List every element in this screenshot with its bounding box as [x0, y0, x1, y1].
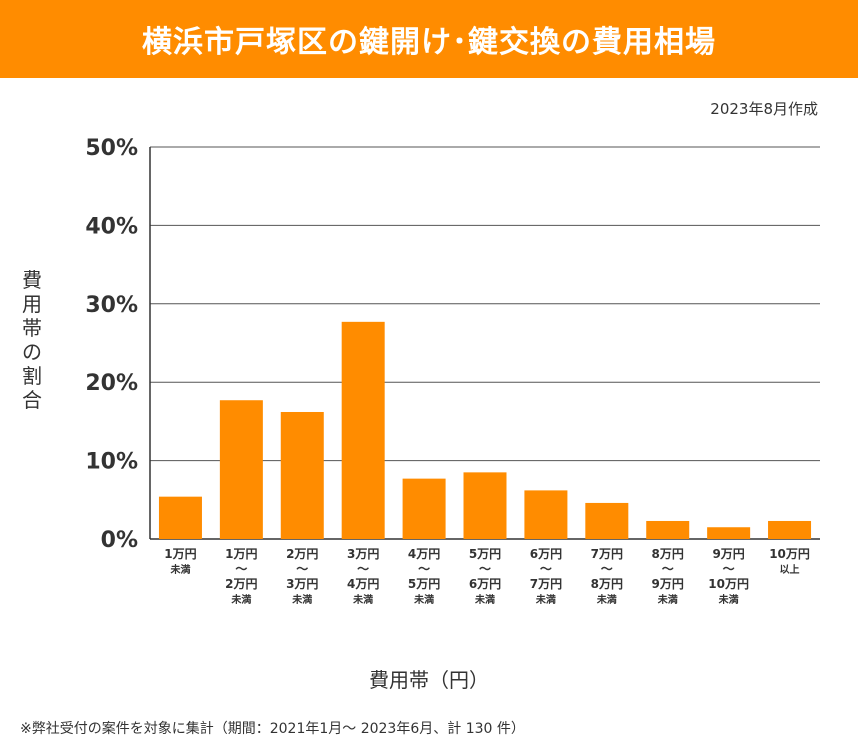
bar	[158, 496, 202, 539]
y-tick-label: 50%	[85, 136, 138, 161]
bar	[585, 502, 629, 539]
x-tick-label: 未満	[413, 593, 434, 606]
y-tick-label: 10%	[85, 450, 138, 475]
y-axis-label: 費用帯の割合	[22, 268, 42, 412]
bar	[524, 490, 568, 539]
x-tick-label: 9万円	[712, 547, 744, 561]
y-tick-label: 40%	[85, 214, 138, 239]
y-tick-label: 20%	[85, 371, 138, 396]
x-tick-label: 3万円	[347, 547, 379, 561]
x-tick-label: 7万円	[591, 547, 623, 561]
y-tick-label: 0%	[101, 528, 138, 553]
x-tick-label: 未満	[718, 593, 739, 606]
x-tick-label: 6万円	[469, 577, 501, 591]
bar	[463, 472, 507, 539]
x-tick-label: 未満	[474, 593, 495, 606]
bar	[402, 478, 446, 539]
x-tick-label: 未満	[169, 563, 190, 576]
x-tick-label: 8万円	[652, 547, 684, 561]
bar	[219, 400, 263, 539]
x-tick-label: 6万円	[530, 547, 562, 561]
bar	[341, 321, 385, 539]
x-tick-label: 1万円	[225, 547, 257, 561]
x-tick-label: ～	[662, 562, 674, 576]
x-tick-label: 10万円	[708, 577, 749, 591]
chart-title: 横浜市戸塚区の鍵開け･鍵交換の費用相場	[0, 0, 858, 78]
x-tick-label: 以上	[780, 563, 800, 576]
x-tick-label: 未満	[535, 593, 556, 606]
x-axis-label: 費用帯（円）	[369, 668, 489, 692]
x-tick-label: ～	[357, 562, 369, 576]
y-tick-label: 30%	[85, 293, 138, 318]
creation-date: 2023年8月作成	[710, 100, 818, 118]
x-tick-label: ～	[540, 562, 552, 576]
x-tick-label: 5万円	[469, 547, 501, 561]
x-tick-label: 未満	[657, 593, 678, 606]
x-tick-label: ～	[296, 562, 308, 576]
x-tick-label: 未満	[291, 593, 312, 606]
x-tick-label: 4万円	[408, 547, 440, 561]
x-tick-label: 9万円	[652, 577, 684, 591]
x-tick-label: 4万円	[347, 577, 379, 591]
x-tick-label: ～	[418, 562, 430, 576]
bar	[280, 411, 324, 539]
x-tick-label: 8万円	[591, 577, 623, 591]
bar	[768, 520, 812, 539]
x-tick-label: 1万円	[164, 547, 196, 561]
x-tick-label: 2万円	[286, 547, 318, 561]
x-tick-label: 2万円	[225, 577, 257, 591]
x-tick-label: 未満	[596, 593, 617, 606]
x-tick-label: ～	[235, 562, 247, 576]
x-tick-label: 3万円	[286, 577, 318, 591]
x-tick-label: ～	[479, 562, 491, 576]
x-tick-label: ～	[723, 562, 735, 576]
x-tick-label: ～	[601, 562, 613, 576]
x-tick-label: 10万円	[769, 547, 810, 561]
x-tick-label: 5万円	[408, 577, 440, 591]
x-tick-label: 7万円	[530, 577, 562, 591]
x-tick-label: 未満	[352, 593, 373, 606]
x-tick-label: 未満	[230, 593, 251, 606]
footnote: ※弊社受付の案件を対象に集計（期間：2021年1月～ 2023年6月、計 130…	[20, 721, 525, 737]
bar	[707, 527, 751, 539]
bar	[646, 520, 690, 539]
